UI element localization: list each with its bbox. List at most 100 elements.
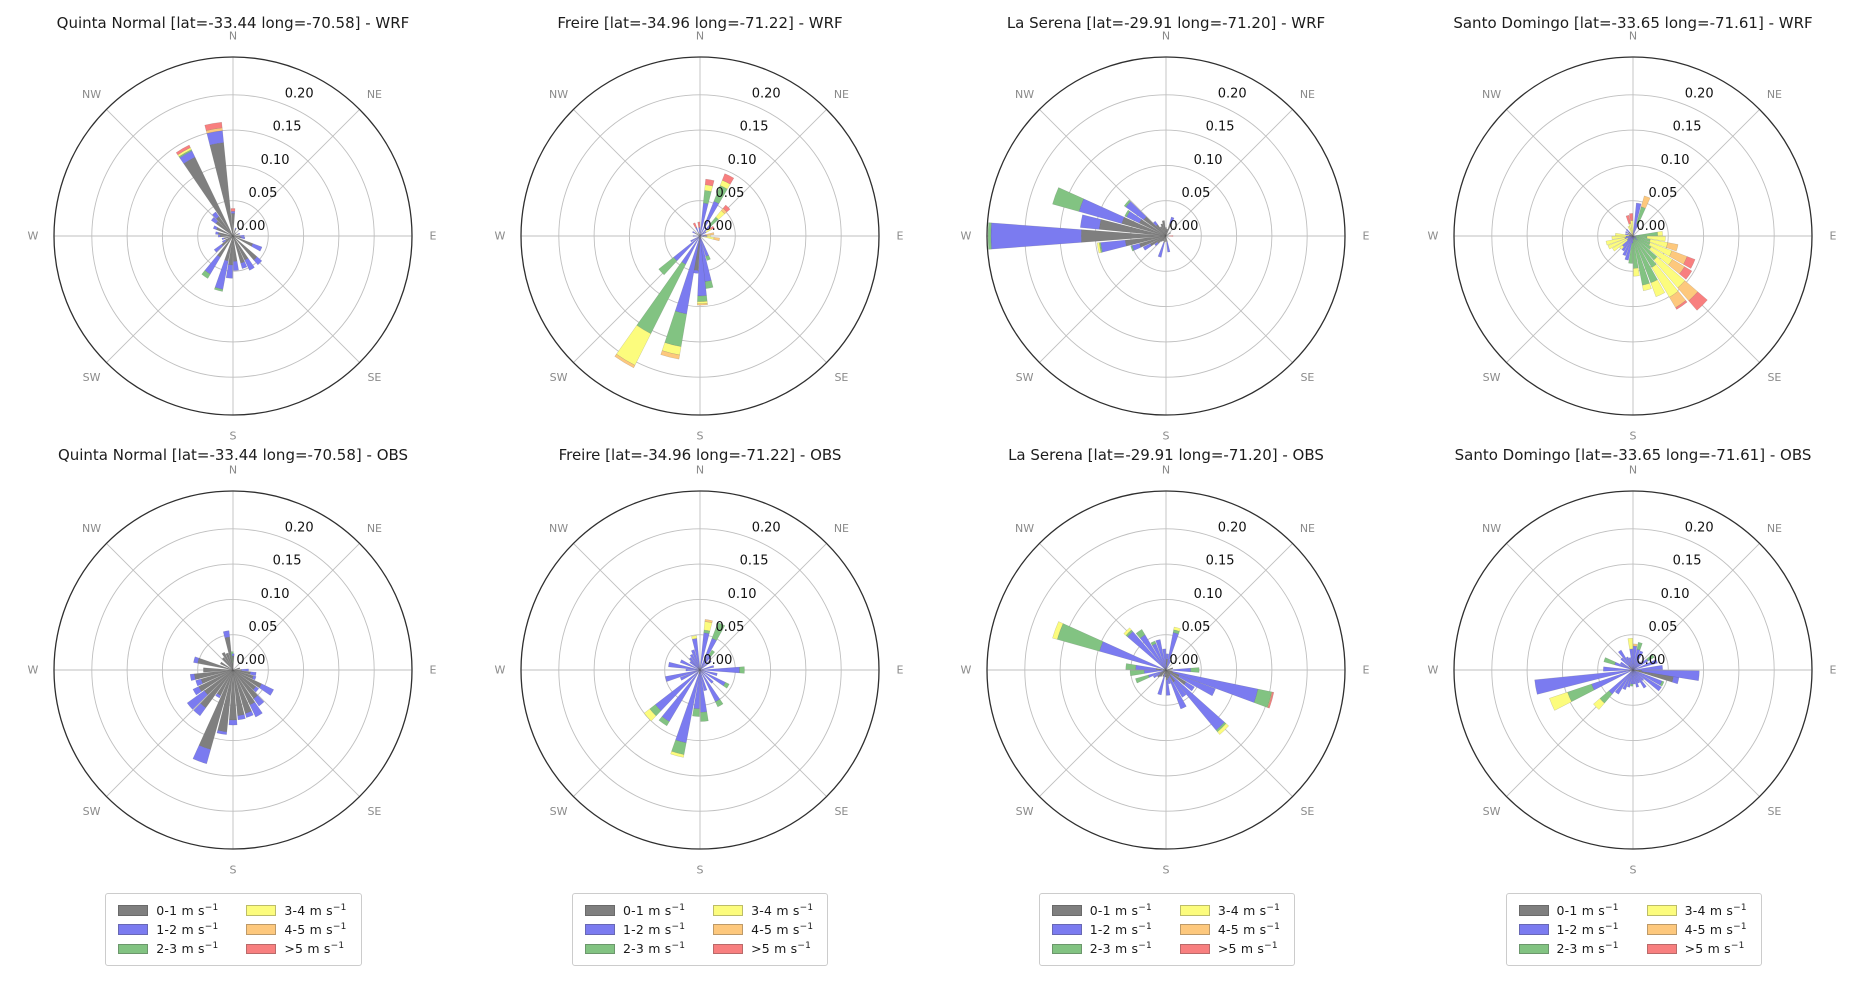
- svg-text:0.10: 0.10: [1661, 153, 1690, 168]
- chart-slot-wrf: N NE E SE S SW W NW 0.00 0.05 0.10 0.15 0.20 Freire […: [467, 0, 934, 440]
- wind-sector: [1642, 283, 1652, 292]
- wind-sector: [232, 260, 239, 271]
- svg-text:NW: NW: [1015, 88, 1034, 101]
- svg-text:0.05: 0.05: [248, 620, 277, 635]
- windrose-bars: [614, 173, 734, 369]
- legend-swatch: [713, 905, 744, 916]
- wind-sector: [201, 270, 211, 279]
- legend-swatch: [713, 943, 744, 955]
- svg-text:0.20: 0.20: [285, 86, 314, 101]
- direction-labels: N NE E SE S SW W NW: [494, 30, 903, 441]
- svg-text:0.00: 0.00: [236, 653, 265, 668]
- chart-title: La Serena [lat=-29.91 long=-71.20] - WRF: [1007, 14, 1325, 32]
- svg-text:W: W: [961, 230, 972, 243]
- wind-sector: [704, 178, 714, 187]
- wind-sector: [1632, 669, 1640, 688]
- svg-text:SW: SW: [1016, 805, 1034, 818]
- wind-sector: [689, 660, 700, 671]
- svg-text:SE: SE: [1768, 805, 1782, 818]
- wind-sector: [1217, 723, 1230, 735]
- polar-spine: [1453, 56, 1813, 416]
- legend-label: 2-3 m s−1: [156, 941, 219, 957]
- wind-sector: [692, 222, 697, 229]
- chart-title: Freire [lat=-34.96 long=-71.22] - WRF: [557, 14, 842, 32]
- radial-tick-labels: 0.00 0.05 0.10 0.15 0.20: [1637, 520, 1714, 668]
- svg-text:NW: NW: [1482, 522, 1501, 535]
- speed-bin-legend: 0-1 m s−1 3-4 m s−1 1-2 m s−1 4-5 m s−1 2-3 …: [1505, 893, 1762, 967]
- svg-text:W: W: [494, 230, 505, 243]
- wind-sector: [1612, 239, 1628, 252]
- chart-title: Quinta Normal [lat=-33.44 long=-70.58] -…: [57, 14, 410, 32]
- wind-sector: [1166, 659, 1172, 671]
- wind-sector: [704, 619, 713, 624]
- wind-sector: [1620, 661, 1634, 671]
- svg-text:SW: SW: [549, 805, 567, 818]
- legend-swatch: [1646, 905, 1677, 916]
- wind-sector: [219, 661, 233, 671]
- legend-label: 2-3 m s−1: [623, 941, 686, 957]
- legend-swatch: [1179, 943, 1210, 955]
- direction-labels: N NE E SE S SW W NW: [27, 464, 436, 877]
- legend-swatch: [1518, 943, 1549, 955]
- wind-sector: [1618, 649, 1634, 671]
- wind-sector: [193, 703, 206, 717]
- windrose-bars: [175, 121, 263, 292]
- wind-sector: [1162, 220, 1167, 237]
- wind-sector: [664, 310, 687, 347]
- svg-text:0.15: 0.15: [273, 120, 302, 135]
- wind-sector: [1153, 672, 1161, 679]
- wind-sector: [239, 234, 245, 238]
- legend-label: 1-2 m s−1: [1556, 922, 1619, 938]
- wind-sector: [658, 716, 670, 727]
- wind-sector: [1632, 669, 1662, 692]
- svg-text:0.00: 0.00: [1637, 219, 1666, 234]
- wind-sector: [1614, 669, 1634, 695]
- wind-sector: [221, 651, 234, 671]
- wind-sector: [192, 745, 211, 765]
- legend-item: >5 m s−1: [1646, 941, 1747, 956]
- wind-sector: [1632, 660, 1641, 671]
- wind-sector: [679, 659, 700, 671]
- svg-text:E: E: [429, 230, 436, 243]
- wind-sector: [1628, 657, 1634, 671]
- wind-sector: [1603, 657, 1617, 666]
- legend-item: 2-3 m s−1: [118, 941, 218, 956]
- wind-sector: [738, 666, 745, 674]
- wind-sector: [664, 669, 700, 682]
- wind-sector: [1611, 235, 1627, 240]
- svg-text:S: S: [696, 430, 703, 441]
- wind-sector: [215, 231, 219, 235]
- legend-swatch: [585, 905, 615, 916]
- wind-sector: [1666, 242, 1679, 252]
- windrose-bars: [643, 619, 745, 758]
- chart-title: Santo Domingo [lat=-33.65 long=-71.61] -…: [1453, 14, 1812, 32]
- wind-sector: [1052, 187, 1085, 212]
- svg-text:0.10: 0.10: [727, 153, 756, 168]
- wind-sector: [217, 234, 221, 238]
- svg-text:0.20: 0.20: [285, 520, 314, 535]
- wind-sector: [688, 657, 699, 669]
- svg-text:NW: NW: [82, 522, 101, 535]
- svg-text:0.05: 0.05: [1649, 186, 1678, 201]
- svg-text:0.00: 0.00: [1170, 219, 1199, 234]
- wind-sector: [225, 264, 233, 279]
- wind-sector: [1549, 691, 1572, 711]
- legend-item: 0-1 m s−1: [585, 903, 685, 918]
- svg-text:SW: SW: [83, 371, 101, 384]
- windrose-bars: [1605, 195, 1708, 311]
- wind-sector: [1646, 654, 1655, 662]
- windrose-wrf-3: N NE E SE S SW W NW 0.00 0.05 0.10 0.15 0.20 La Seren…: [961, 14, 1370, 440]
- polar-spine: [519, 490, 880, 850]
- svg-text:0.20: 0.20: [1218, 86, 1247, 101]
- speed-bin-legend: 0-1 m s−1 3-4 m s−1 1-2 m s−1 4-5 m s−1 2-3 …: [572, 893, 829, 967]
- wind-sector: [1161, 235, 1167, 243]
- legend-swatch: [118, 943, 149, 955]
- wind-sector: [1625, 230, 1629, 234]
- polar-grid: [987, 491, 1346, 849]
- legend-label: >5 m s−1: [1217, 941, 1278, 957]
- wind-sector: [1190, 667, 1200, 673]
- svg-text:N: N: [1162, 30, 1170, 43]
- legend-label: 0-1 m s−1: [1556, 903, 1619, 919]
- legend-swatch: [585, 943, 615, 955]
- wind-sector: [714, 698, 723, 708]
